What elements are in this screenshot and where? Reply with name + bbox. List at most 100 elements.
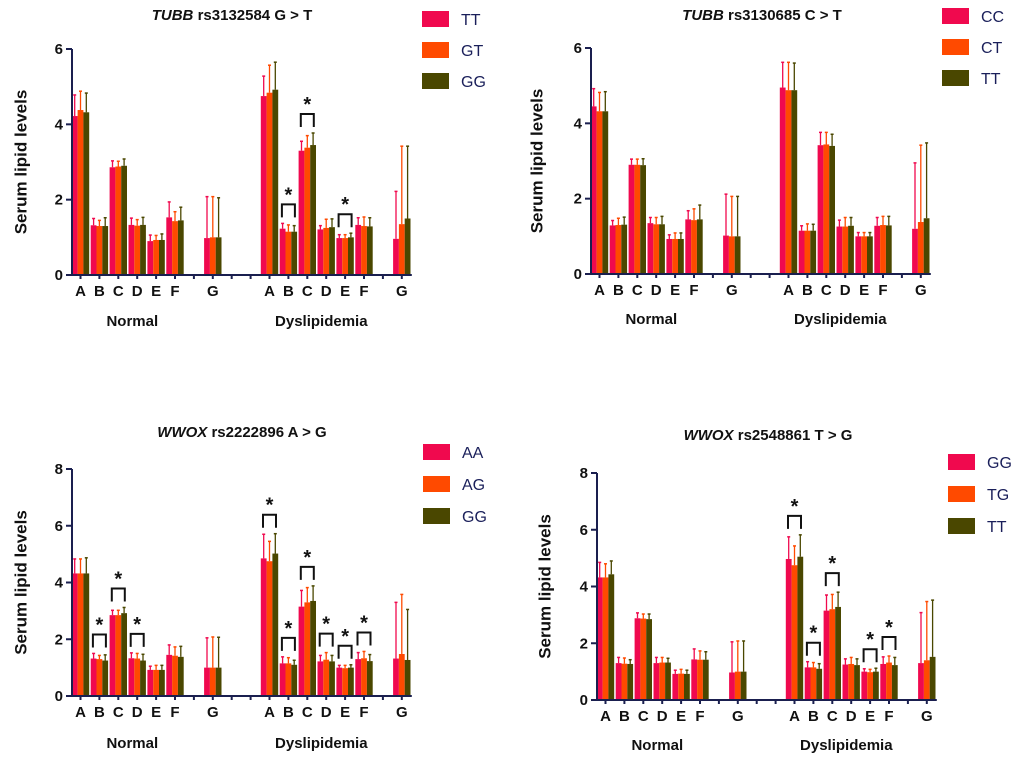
bar-TG-4 bbox=[678, 673, 684, 700]
bar-AG-1 bbox=[96, 659, 103, 696]
group-label-normal: Normal bbox=[625, 311, 677, 328]
y-tick-label: 4 bbox=[55, 116, 64, 133]
bar-TG-11 bbox=[867, 672, 873, 700]
chart-title-gene: WWOX bbox=[157, 424, 208, 441]
x-tick-label: B bbox=[94, 283, 105, 300]
bar-AG-4 bbox=[153, 669, 159, 696]
x-tick-label: B bbox=[94, 704, 105, 721]
bar-CT-10 bbox=[842, 226, 849, 274]
x-tick-label: G bbox=[732, 708, 744, 725]
significance-bracket bbox=[262, 513, 277, 528]
chart-title-variant: rs2548861 T > G bbox=[734, 427, 853, 444]
chart-title-gene: TUBB bbox=[152, 7, 194, 24]
chart-tubb-rs3132584: TUBB rs3132584 G > T Serum lipid levels 0 2… bbox=[11, 7, 486, 330]
bar-AA-0 bbox=[71, 573, 78, 696]
chart-title: WWOX rs2222896 A > G bbox=[157, 424, 326, 441]
bar-AA-3 bbox=[128, 658, 135, 696]
significance-bracket bbox=[881, 636, 897, 651]
x-tick-label: D bbox=[132, 283, 143, 300]
bar-CT-1 bbox=[615, 225, 622, 274]
bar-GG-4 bbox=[672, 673, 679, 700]
y-tick-label: 6 bbox=[55, 41, 63, 58]
x-tick-label: A bbox=[594, 282, 605, 299]
chart-wwox-rs2548861: WWOX rs2548861 T > G Serum lipid levels 0 2… bbox=[535, 427, 1011, 754]
x-tick-label: C bbox=[302, 283, 313, 300]
group-label-dyslipidemia: Dyslipidemia bbox=[275, 313, 368, 330]
group-label-dyslipidemia: Dyslipidemia bbox=[794, 311, 887, 328]
bar-GG-6 bbox=[729, 672, 735, 700]
significance-bracket bbox=[337, 213, 353, 228]
x-tick-label: A bbox=[264, 283, 275, 300]
bar-CC-11 bbox=[855, 236, 862, 274]
significance-star: * bbox=[341, 194, 349, 216]
bar-TT-6 bbox=[740, 671, 747, 700]
bar-CC-0 bbox=[590, 106, 597, 274]
y-axis-label: Serum lipid levels bbox=[535, 514, 554, 659]
legend-swatch-GG bbox=[948, 454, 975, 470]
x-tick-label: C bbox=[113, 704, 124, 721]
x-tick-label: A bbox=[75, 283, 86, 300]
bar-GG-10 bbox=[329, 227, 335, 275]
bar-GG-12 bbox=[366, 661, 373, 696]
legend-label-CT: CT bbox=[981, 40, 1003, 57]
bar-GG-13 bbox=[404, 218, 411, 275]
bar-GG-6 bbox=[215, 667, 222, 696]
bar-GG-0 bbox=[83, 573, 90, 696]
bar-GG-13 bbox=[918, 663, 924, 700]
significance-star: * bbox=[360, 612, 368, 634]
bar-TT-11 bbox=[867, 236, 873, 274]
bar-TT-4 bbox=[147, 241, 154, 275]
bar-TT-5 bbox=[696, 219, 703, 274]
bar-TT-1 bbox=[621, 224, 628, 274]
significance-bracket bbox=[824, 572, 840, 587]
x-tick-label: C bbox=[632, 282, 643, 299]
bar-TT-10 bbox=[848, 225, 854, 274]
y-tick-label: 6 bbox=[55, 518, 63, 535]
bar-GG-9 bbox=[310, 600, 316, 696]
bar-AA-5 bbox=[166, 654, 173, 696]
bar-TG-8 bbox=[810, 667, 817, 700]
bar-GT-10 bbox=[323, 227, 330, 275]
bar-CC-12 bbox=[874, 225, 881, 274]
bar-TT-4 bbox=[678, 238, 684, 274]
bar-AA-11 bbox=[336, 667, 343, 696]
bar-TT-9 bbox=[835, 606, 841, 700]
bar-CC-7 bbox=[779, 87, 786, 274]
x-tick-label: E bbox=[676, 708, 686, 725]
bar-TT-11 bbox=[336, 238, 343, 275]
group-label-dyslipidemia: Dyslipidemia bbox=[800, 737, 893, 754]
x-tick-label: D bbox=[657, 708, 668, 725]
x-tick-label: D bbox=[846, 708, 857, 725]
bar-TT-7 bbox=[797, 556, 804, 700]
bar-TT-3 bbox=[128, 224, 135, 275]
bar-AG-11 bbox=[342, 668, 348, 696]
legend-swatch-TT bbox=[948, 518, 975, 534]
bar-AA-6 bbox=[204, 667, 210, 696]
x-tick-label: E bbox=[151, 704, 161, 721]
x-tick-label: E bbox=[865, 708, 875, 725]
y-tick-label: 4 bbox=[55, 575, 64, 592]
significance-star: * bbox=[885, 617, 893, 639]
bar-TT-13 bbox=[393, 238, 399, 275]
y-tick-label: 0 bbox=[55, 688, 63, 705]
significance-star: * bbox=[322, 614, 330, 636]
significance-star: * bbox=[133, 614, 141, 636]
x-tick-label: G bbox=[396, 704, 408, 721]
legend-label-GG: GG bbox=[461, 74, 486, 91]
bar-TT-9 bbox=[829, 145, 835, 274]
bar-TG-7 bbox=[791, 565, 798, 700]
chart-title-variant: rs3132584 G > T bbox=[193, 7, 312, 24]
chart-title-variant: rs2222896 A > G bbox=[207, 424, 326, 441]
bar-TT-6 bbox=[734, 236, 741, 274]
legend-label-AG: AG bbox=[462, 477, 485, 494]
bar-TT-6 bbox=[204, 238, 210, 275]
bar-TT-7 bbox=[260, 96, 267, 275]
significance-star: * bbox=[303, 547, 311, 569]
bar-GG-1 bbox=[615, 663, 622, 700]
x-tick-label: F bbox=[689, 282, 698, 299]
bar-CT-7 bbox=[785, 90, 792, 274]
x-tick-label: G bbox=[726, 282, 738, 299]
bar-TT-1 bbox=[90, 225, 97, 275]
legend-swatch-AG bbox=[423, 476, 450, 492]
bar-AG-12 bbox=[361, 658, 367, 696]
